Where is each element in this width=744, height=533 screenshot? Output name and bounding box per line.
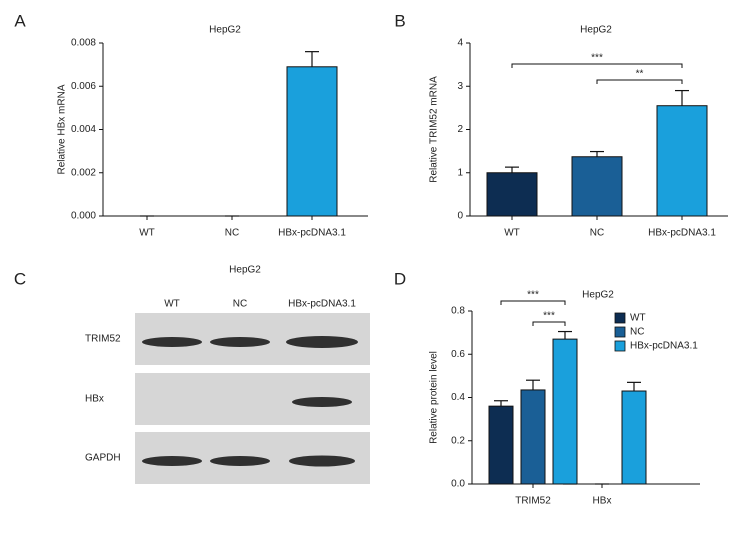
blot-band (142, 456, 202, 466)
y-tick-label: 0.6 (451, 349, 465, 360)
y-tick-label: 0.4 (451, 392, 465, 403)
bar (286, 66, 338, 217)
y-tick-label: 0.004 (71, 124, 96, 135)
x-tick-label: WT (139, 228, 155, 239)
y-tick-label: 3 (457, 81, 463, 92)
panel-letter: A (14, 11, 26, 30)
legend-label: HBx-pcDNA3.1 (630, 341, 698, 352)
lane-label: NC (233, 299, 247, 310)
y-tick-label: 0.0 (451, 479, 465, 490)
legend-label: WT (630, 313, 646, 324)
significance-label: *** (591, 53, 603, 64)
significance-bracket (511, 63, 683, 68)
significance-label: *** (527, 290, 539, 301)
chart-title: HepG2 (582, 290, 614, 301)
y-tick-label: 2 (457, 124, 463, 135)
row-label: HBx (85, 394, 104, 405)
significance-label: *** (543, 311, 555, 322)
panel-letter: B (394, 11, 405, 30)
chart-title: HepG2 (209, 25, 241, 36)
x-tick-label: HBx-pcDNA3.1 (278, 228, 346, 239)
row-label: TRIM52 (85, 334, 121, 345)
chart-title: HepG2 (580, 25, 612, 36)
blot-band (286, 336, 358, 348)
bar (571, 156, 623, 217)
blot-band (289, 455, 355, 467)
bar (656, 105, 708, 217)
significance-label: ** (636, 69, 644, 80)
x-tick-label: NC (590, 228, 604, 239)
y-axis-label: Relative TRIM52 mRNA (429, 76, 440, 183)
y-axis-label: Relative protein level (429, 351, 440, 444)
legend-swatch (614, 340, 626, 352)
legend-label: NC (630, 327, 644, 338)
panel-letter: C (14, 269, 26, 288)
blot-band (210, 337, 270, 347)
y-tick-label: 0.008 (71, 38, 96, 49)
x-tick-label: NC (225, 228, 239, 239)
y-tick-label: 0.8 (451, 306, 465, 317)
x-tick-label: TRIM52 (515, 496, 551, 507)
panel-letter: D (394, 269, 406, 288)
bar (488, 405, 514, 485)
blot-title: HepG2 (229, 265, 261, 276)
row-label: GAPDH (85, 453, 121, 464)
x-tick-label: WT (504, 228, 520, 239)
y-tick-label: 0.006 (71, 81, 96, 92)
y-tick-label: 4 (457, 38, 463, 49)
blot-band (210, 456, 270, 466)
y-tick-label: 0.000 (71, 211, 96, 222)
y-tick-label: 1 (457, 167, 463, 178)
x-tick-label: HBx (593, 496, 612, 507)
bar (552, 338, 578, 485)
legend-swatch (614, 312, 626, 324)
significance-bracket (596, 79, 683, 84)
significance-bracket (532, 321, 566, 326)
lane-label: WT (164, 299, 180, 310)
y-tick-label: 0.2 (451, 435, 465, 446)
y-tick-label: 0 (457, 211, 463, 222)
significance-bracket (500, 300, 566, 305)
lane-label: HBx-pcDNA3.1 (288, 299, 356, 310)
x-tick-label: HBx-pcDNA3.1 (648, 228, 716, 239)
y-axis-label: Relative HBx mRNA (57, 84, 68, 174)
y-tick-label: 0.002 (71, 167, 96, 178)
blot-band (292, 397, 352, 407)
blot-band (142, 337, 202, 347)
bar (621, 390, 647, 485)
legend-swatch (614, 326, 626, 338)
bar (520, 389, 546, 485)
bar (486, 172, 538, 217)
